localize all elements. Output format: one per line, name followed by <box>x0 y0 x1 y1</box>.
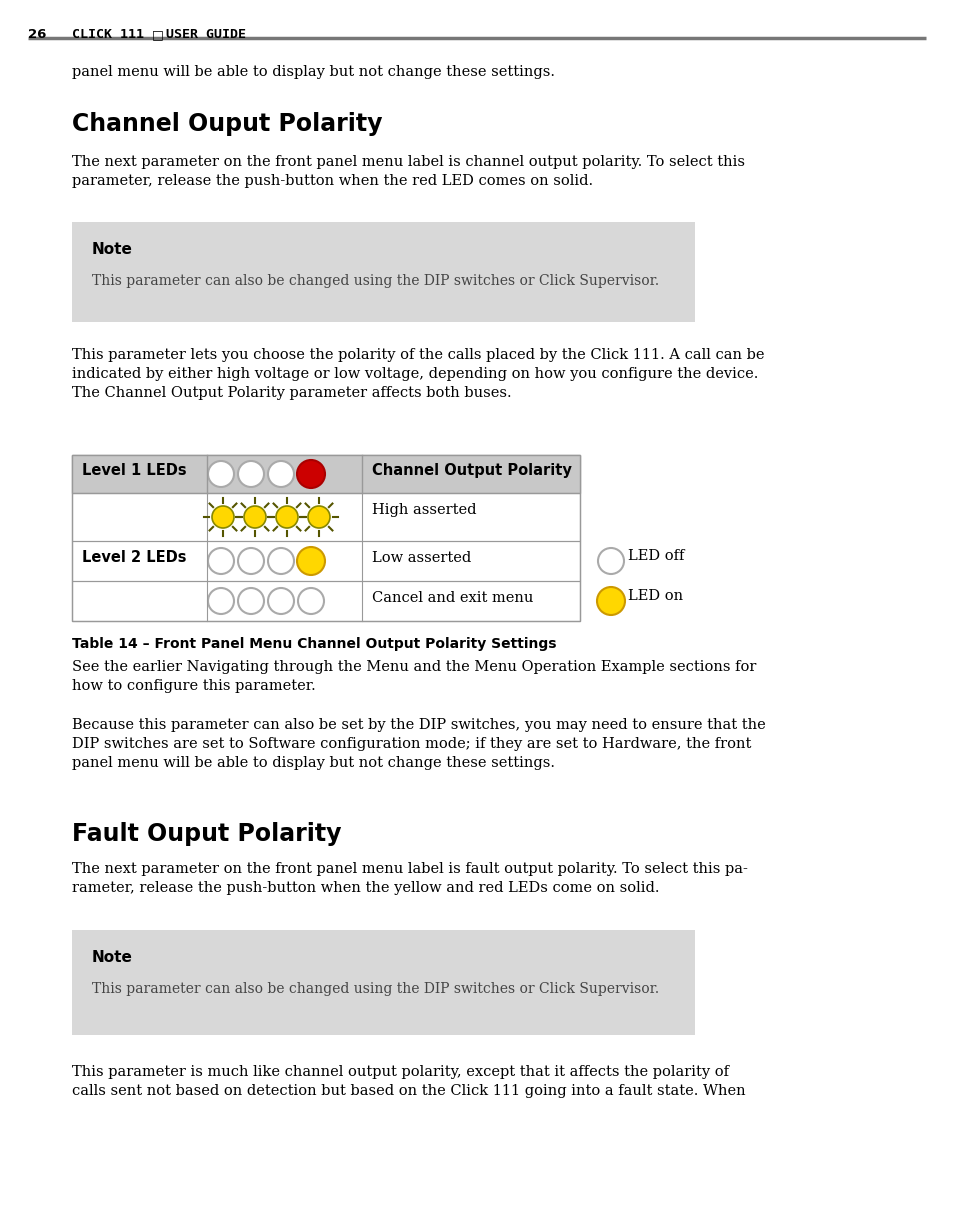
Text: Note: Note <box>91 950 132 964</box>
Text: Fault Ouput Polarity: Fault Ouput Polarity <box>71 822 341 845</box>
Circle shape <box>297 588 324 614</box>
Circle shape <box>208 548 233 574</box>
Text: panel menu will be able to display but not change these settings.: panel menu will be able to display but n… <box>71 65 555 79</box>
Circle shape <box>296 547 325 575</box>
Text: LED off: LED off <box>627 548 683 563</box>
Bar <box>71 493 579 541</box>
Text: 26: 26 <box>28 28 47 40</box>
Text: Cancel and exit menu: Cancel and exit menu <box>372 591 533 605</box>
Text: Table 14 – Front Panel Menu Channel Output Polarity Settings: Table 14 – Front Panel Menu Channel Outp… <box>71 637 556 652</box>
Circle shape <box>598 548 623 574</box>
Circle shape <box>244 506 266 528</box>
Circle shape <box>208 588 233 614</box>
Text: USER GUIDE: USER GUIDE <box>166 28 246 40</box>
Text: □: □ <box>152 28 164 40</box>
Bar <box>71 222 695 321</box>
Circle shape <box>208 461 233 487</box>
Text: High asserted: High asserted <box>372 503 476 517</box>
Text: Note: Note <box>91 242 132 256</box>
Circle shape <box>212 506 233 528</box>
Text: Channel Ouput Polarity: Channel Ouput Polarity <box>71 112 382 136</box>
Text: CLICK 111: CLICK 111 <box>71 28 144 40</box>
Text: The next parameter on the front panel menu label is fault output polarity. To se: The next parameter on the front panel me… <box>71 863 747 894</box>
Circle shape <box>237 461 264 487</box>
Circle shape <box>268 461 294 487</box>
Text: This parameter can also be changed using the DIP switches or Click Supervisor.: This parameter can also be changed using… <box>91 274 659 288</box>
Text: This parameter lets you choose the polarity of the calls placed by the Click 111: This parameter lets you choose the polar… <box>71 348 763 400</box>
Bar <box>71 455 579 493</box>
Circle shape <box>268 588 294 614</box>
Bar <box>71 541 579 582</box>
Bar <box>71 930 695 1036</box>
Circle shape <box>296 460 325 488</box>
Text: The next parameter on the front panel menu label is channel output polarity. To : The next parameter on the front panel me… <box>71 155 744 188</box>
Text: LED on: LED on <box>627 589 682 602</box>
Text: See the earlier Navigating through the Menu and the Menu Operation Example secti: See the earlier Navigating through the M… <box>71 660 756 693</box>
Text: This parameter can also be changed using the DIP switches or Click Supervisor.: This parameter can also be changed using… <box>91 982 659 996</box>
Circle shape <box>237 548 264 574</box>
Text: Because this parameter can also be set by the DIP switches, you may need to ensu: Because this parameter can also be set b… <box>71 718 765 769</box>
Bar <box>71 582 579 621</box>
Text: Level 1 LEDs: Level 1 LEDs <box>82 463 187 479</box>
Circle shape <box>308 506 330 528</box>
Text: Level 2 LEDs: Level 2 LEDs <box>82 550 186 564</box>
Text: Low asserted: Low asserted <box>372 551 471 564</box>
Circle shape <box>597 587 624 615</box>
Circle shape <box>275 506 297 528</box>
Text: Channel Output Polarity: Channel Output Polarity <box>372 463 571 479</box>
Text: This parameter is much like channel output polarity, except that it affects the : This parameter is much like channel outp… <box>71 1065 745 1098</box>
Circle shape <box>268 548 294 574</box>
Circle shape <box>237 588 264 614</box>
Bar <box>71 455 579 621</box>
